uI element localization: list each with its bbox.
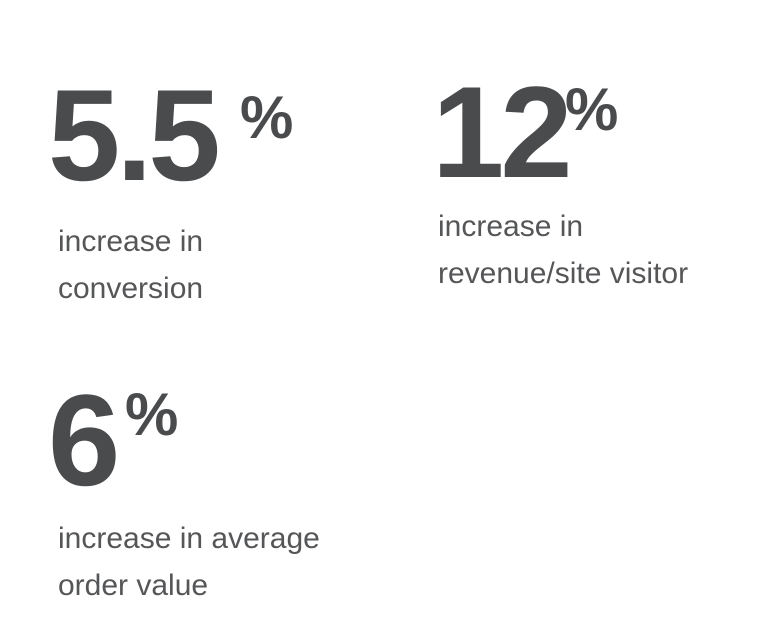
stat-label: increase in conversion [58, 218, 203, 312]
label-line: increase in [438, 210, 584, 243]
label-line: conversion [58, 272, 204, 305]
stat-value: 6 [48, 367, 120, 513]
stat-value: 5.5 [48, 62, 221, 208]
label-line: order value [58, 569, 209, 602]
stat-value: 12 [432, 59, 573, 205]
label-line: increase in average [58, 522, 320, 555]
label-line: revenue/site visitor [438, 257, 689, 290]
stat-unit: % [240, 84, 294, 151]
stat-label: increase in revenue/site visitor [438, 203, 688, 297]
stat-unit: % [125, 381, 179, 448]
stat-label: increase in average order value [58, 515, 320, 609]
stat-unit: % [565, 76, 619, 143]
label-line: increase in [58, 225, 204, 258]
